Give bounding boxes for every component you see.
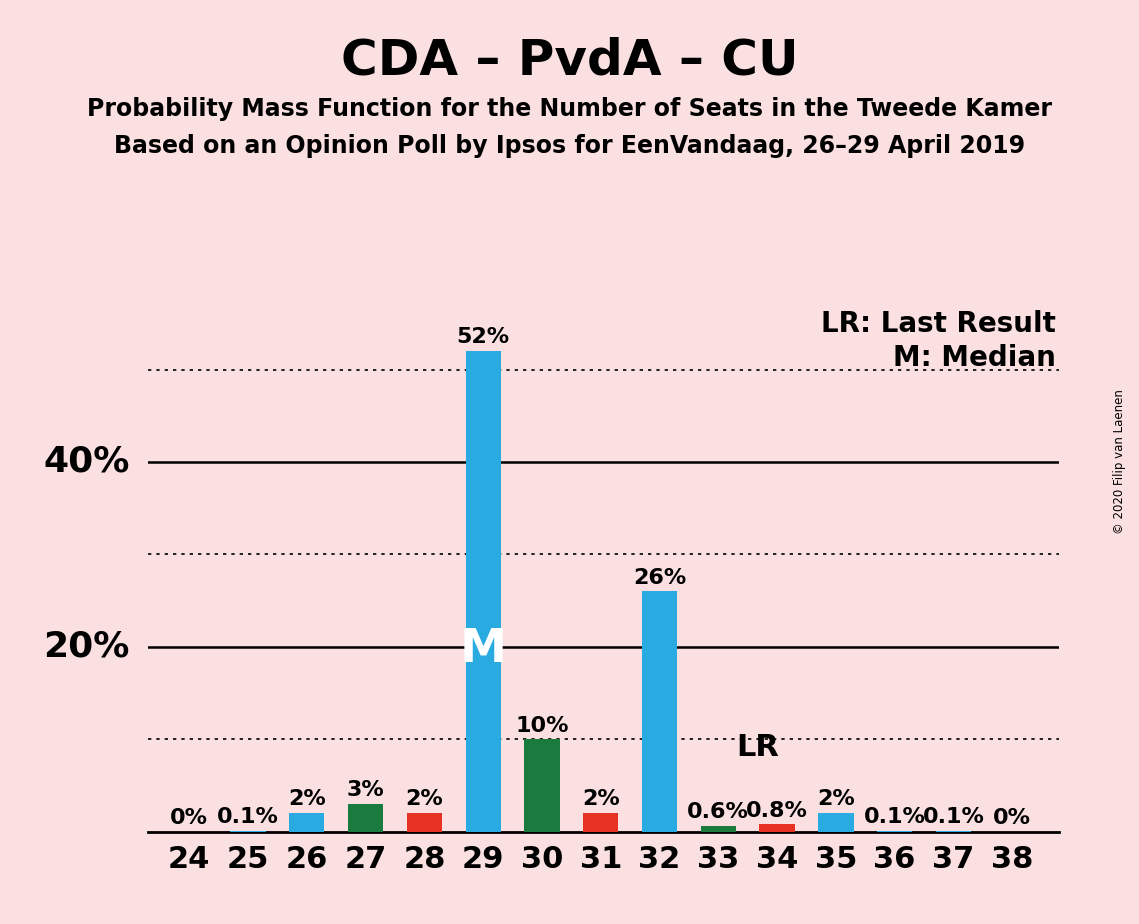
Text: © 2020 Filip van Laenen: © 2020 Filip van Laenen — [1113, 390, 1126, 534]
Bar — [642, 591, 678, 832]
Bar — [524, 739, 559, 832]
Bar — [700, 826, 736, 832]
Text: 10%: 10% — [515, 715, 568, 736]
Text: 0%: 0% — [993, 808, 1031, 828]
Text: Based on an Opinion Poll by Ipsos for EenVandaag, 26–29 April 2019: Based on an Opinion Poll by Ipsos for Ee… — [114, 134, 1025, 158]
Bar — [289, 813, 325, 832]
Text: 40%: 40% — [43, 445, 130, 479]
Text: CDA – PvdA – CU: CDA – PvdA – CU — [341, 37, 798, 85]
Text: 0.1%: 0.1% — [863, 807, 926, 827]
Text: 2%: 2% — [817, 789, 854, 809]
Bar — [936, 831, 972, 832]
Text: M: M — [460, 626, 507, 672]
Bar — [760, 824, 795, 832]
Text: 0%: 0% — [170, 808, 208, 828]
Text: 0.1%: 0.1% — [923, 807, 984, 827]
Text: 0.1%: 0.1% — [218, 807, 279, 827]
Text: 20%: 20% — [43, 630, 130, 663]
Text: 26%: 26% — [633, 567, 686, 588]
Bar — [583, 813, 618, 832]
Text: Probability Mass Function for the Number of Seats in the Tweede Kamer: Probability Mass Function for the Number… — [87, 97, 1052, 121]
Text: 0.6%: 0.6% — [687, 802, 749, 822]
Bar — [347, 804, 383, 832]
Text: 2%: 2% — [582, 789, 620, 809]
Bar — [230, 831, 265, 832]
Bar — [877, 831, 912, 832]
Text: 2%: 2% — [288, 789, 326, 809]
Bar — [466, 351, 501, 832]
Text: M: Median: M: Median — [893, 344, 1056, 371]
Text: 3%: 3% — [346, 780, 385, 800]
Text: 0.8%: 0.8% — [746, 800, 808, 821]
Text: LR: Last Result: LR: Last Result — [821, 310, 1056, 337]
Text: 2%: 2% — [405, 789, 443, 809]
Bar — [407, 813, 442, 832]
Text: 52%: 52% — [457, 327, 510, 347]
Text: LR: LR — [736, 734, 779, 762]
Bar — [818, 813, 853, 832]
